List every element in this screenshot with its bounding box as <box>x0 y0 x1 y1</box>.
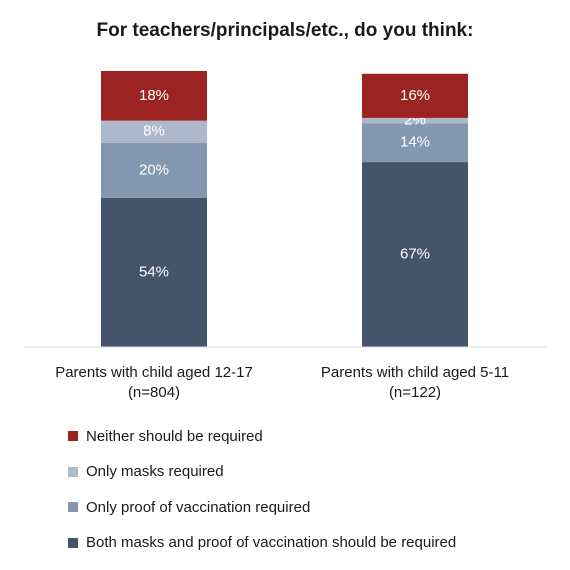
category-labels: Parents with child aged 12-17 (n=804) Pare… <box>55 364 509 401</box>
legend-item: Only masks required <box>68 461 456 483</box>
legend-swatch <box>68 537 78 548</box>
data-label: 18% <box>139 87 169 104</box>
bar-segment <box>101 142 207 198</box>
bar-segment <box>362 117 468 124</box>
bar-segment <box>101 71 207 121</box>
legend-swatch <box>68 466 78 477</box>
bar-segment <box>101 197 207 347</box>
bar-segment <box>362 73 468 118</box>
legend: Neither should be required Only masks req… <box>68 425 456 567</box>
legend-item: Both masks and proof of vaccination shou… <box>68 532 456 554</box>
legend-item: Neither should be required <box>68 425 456 447</box>
legend-label: Only proof of vaccination required <box>86 498 311 516</box>
category-label: Parents with child aged 12-17 <box>55 364 253 381</box>
data-label: 54% <box>139 263 169 280</box>
legend-label: Both masks and proof of vaccination shou… <box>86 534 457 551</box>
bar-segment <box>362 162 468 347</box>
bar-segment <box>362 123 468 163</box>
data-label: 67% <box>400 246 430 263</box>
bar-segment <box>101 120 207 143</box>
category-label: Parents with child aged 5-11 <box>321 364 509 381</box>
data-label: 20% <box>139 161 169 178</box>
category-label: (n=804) <box>128 384 180 401</box>
data-label: 8% <box>143 123 165 140</box>
bars-group: 54%20%8%18%67%14%2%16% <box>101 71 468 347</box>
legend-swatch <box>68 431 78 441</box>
data-label: 14% <box>400 134 430 151</box>
chart-title: For teachers/principals/etc., do you thi… <box>96 20 474 41</box>
legend-label: Neither should be required <box>86 427 263 445</box>
data-label: 16% <box>400 87 430 104</box>
legend-label: Only masks required <box>86 463 224 480</box>
category-label: (n=122) <box>389 384 441 401</box>
legend-swatch <box>68 502 78 512</box>
legend-item: Only proof of vaccination required <box>68 496 456 518</box>
